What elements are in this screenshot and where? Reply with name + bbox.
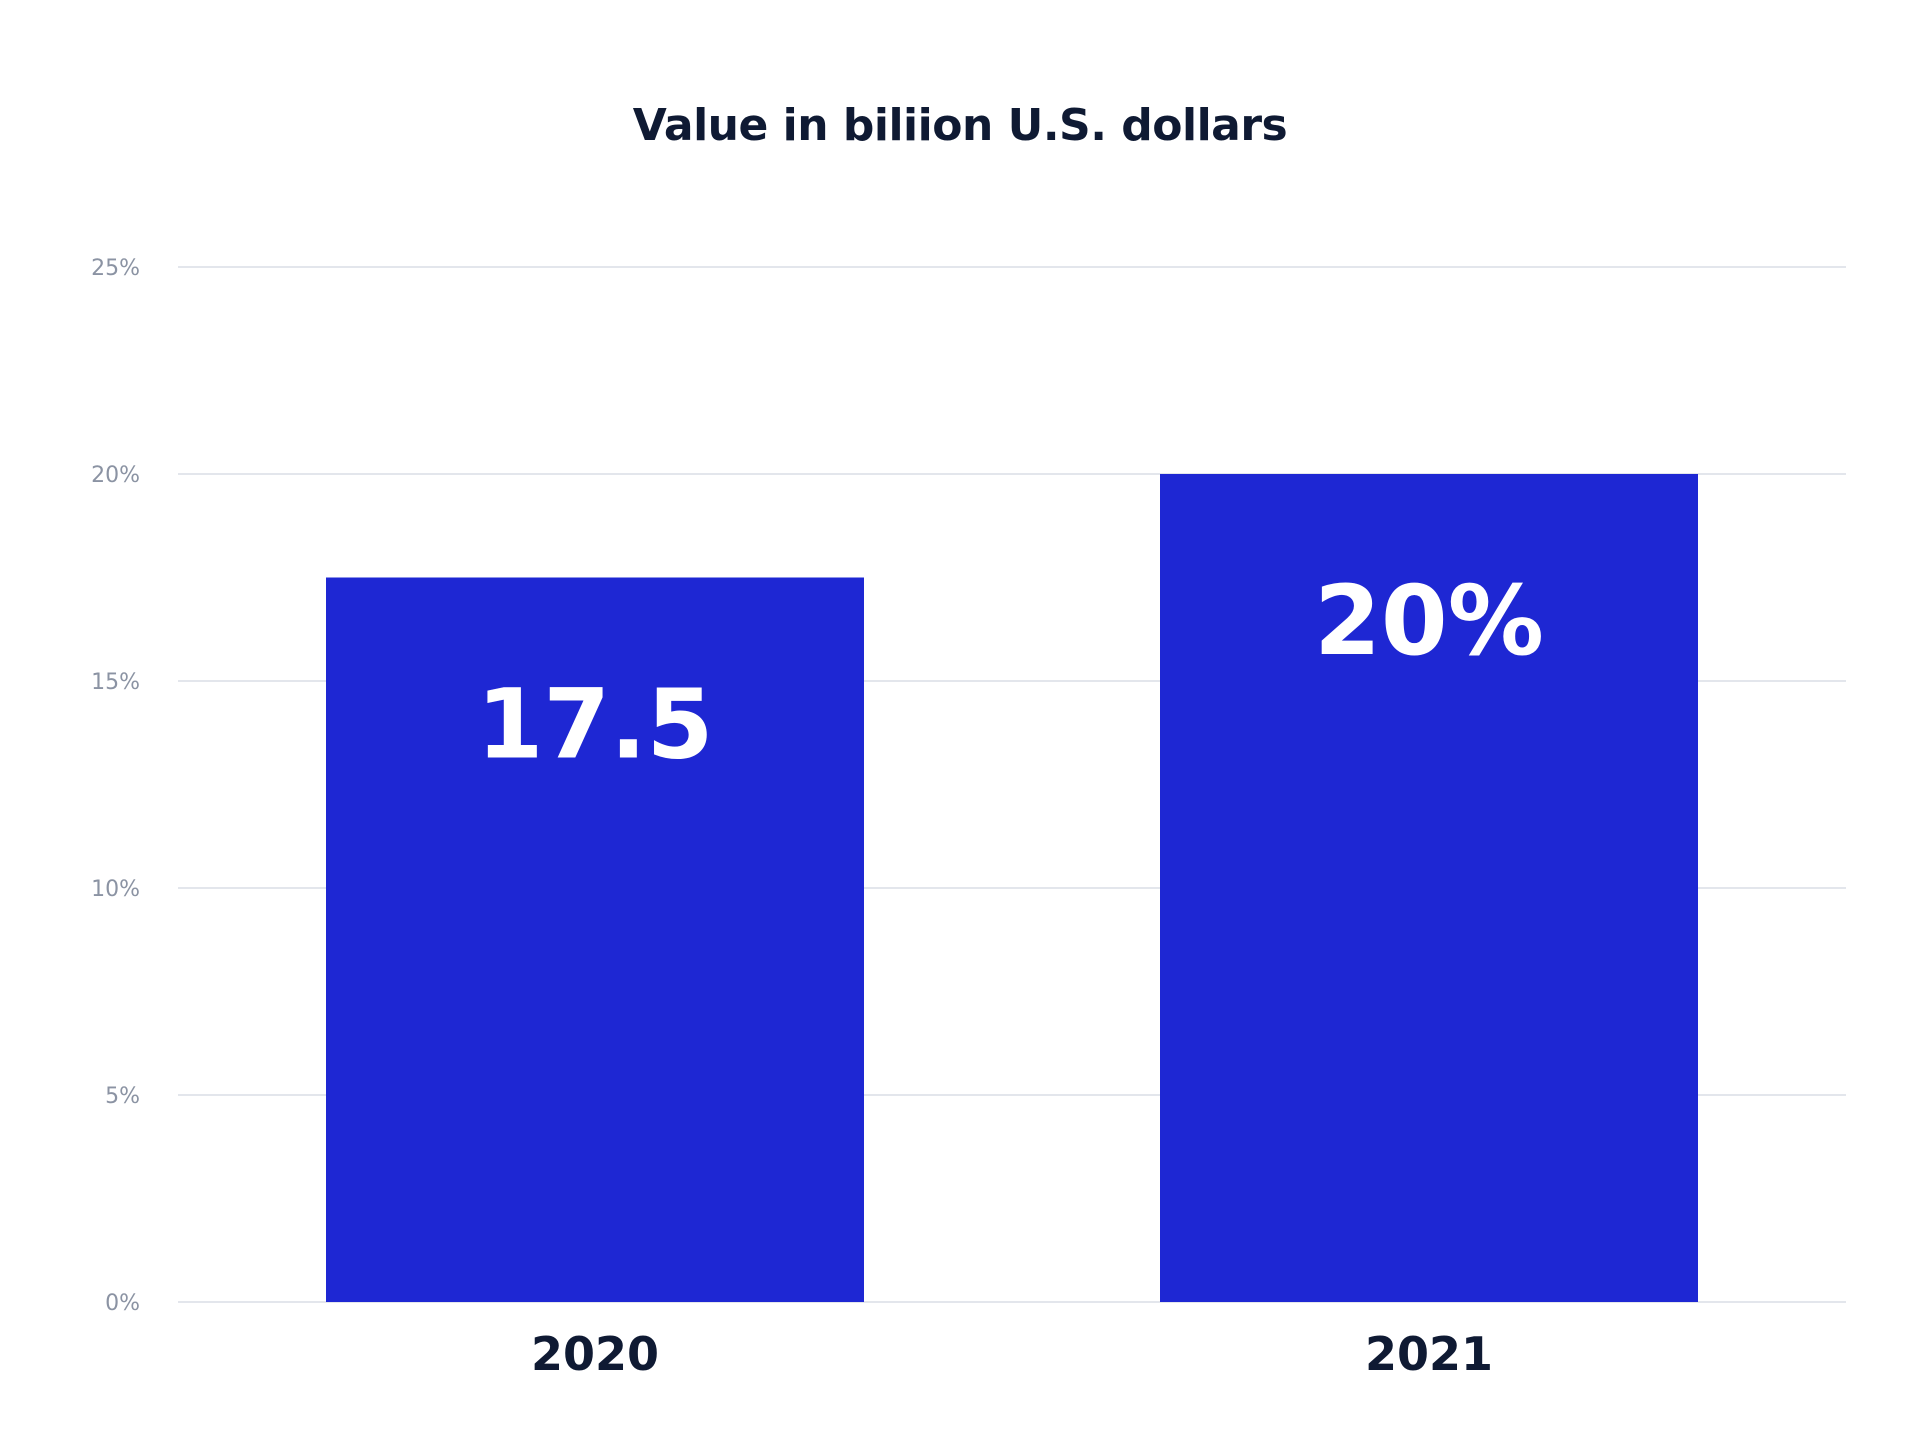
y-tick-label: 10% (91, 877, 140, 902)
chart-title: Value in biliion U.S. dollars (632, 100, 1288, 151)
data-label-2020: 17.5 (477, 669, 714, 781)
bar-2021 (1160, 474, 1698, 1302)
bar-2020 (326, 577, 864, 1302)
y-tick-label: 15% (91, 670, 140, 695)
y-tick-label: 0% (105, 1291, 140, 1316)
x-tick-label-2020: 2020 (531, 1327, 659, 1381)
y-tick-label: 25% (91, 256, 140, 281)
data-label-2021: 20% (1314, 565, 1544, 677)
y-tick-label: 20% (91, 463, 140, 488)
y-tick-label: 5% (105, 1084, 140, 1109)
x-tick-label-2021: 2021 (1365, 1327, 1493, 1381)
